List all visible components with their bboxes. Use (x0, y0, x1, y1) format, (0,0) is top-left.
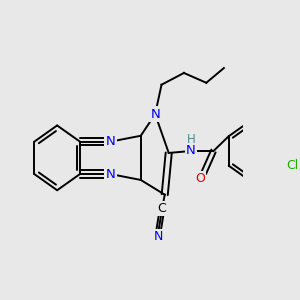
Text: Cl: Cl (286, 159, 299, 172)
Text: N: N (186, 145, 196, 158)
Text: N: N (150, 108, 160, 121)
Text: N: N (106, 135, 115, 148)
Text: H: H (187, 133, 196, 146)
Text: N: N (154, 230, 163, 243)
Text: N: N (106, 167, 115, 181)
Text: O: O (195, 172, 205, 185)
Text: C: C (157, 202, 166, 215)
